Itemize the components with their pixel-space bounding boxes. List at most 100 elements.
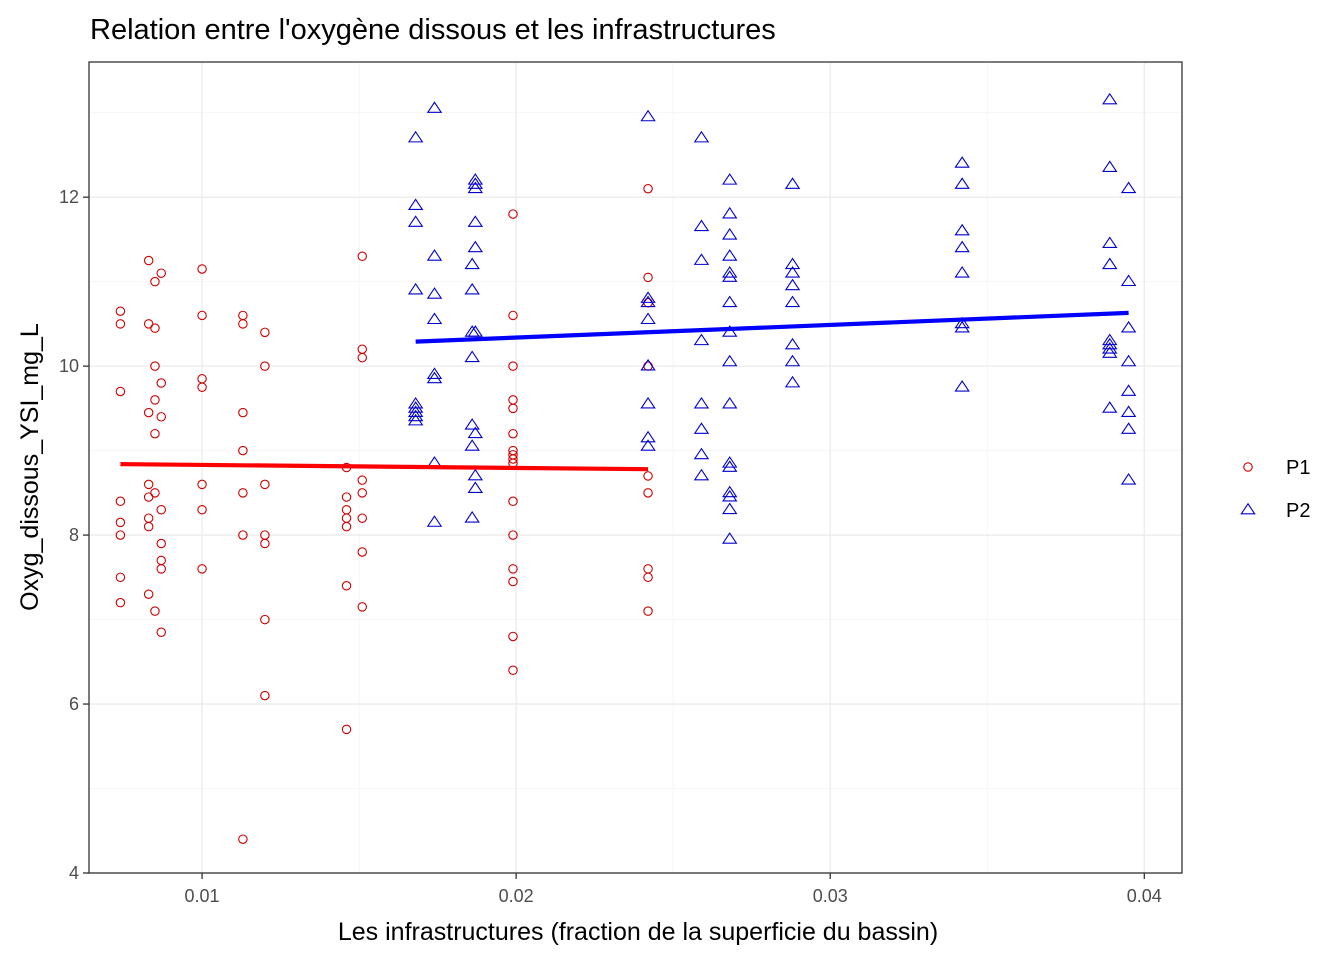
data-point-p2 [784, 266, 801, 278]
data-point-p1 [341, 724, 352, 735]
data-point-p2 [640, 358, 656, 371]
data-point-p2 [954, 240, 970, 253]
data-point-p1 [643, 488, 653, 498]
data-point-p1 [508, 428, 518, 439]
data-point-p1 [643, 564, 653, 574]
data-point-p2 [464, 418, 480, 430]
x-axis: 0.01 0.02 0.03 0.04 [185, 873, 1162, 906]
data-point-p2 [954, 177, 970, 189]
data-point-p2 [1120, 422, 1137, 434]
data-point-p1 [238, 407, 248, 418]
data-point-p1 [643, 572, 653, 583]
x-tick-label: 0.03 [813, 886, 848, 906]
data-point-p1 [643, 606, 653, 616]
data-point-p2 [467, 173, 484, 185]
data-point-p2 [426, 101, 443, 113]
data-point-p2 [954, 320, 970, 333]
legend-label-p2: P2 [1286, 500, 1310, 522]
trend-lines [120, 310, 1129, 472]
data-point-p2 [954, 223, 970, 236]
data-point-p2 [407, 282, 424, 295]
data-point-p1 [115, 597, 126, 608]
data-point-p2 [467, 215, 484, 227]
data-point-p2 [640, 291, 656, 303]
data-point-p1 [115, 572, 126, 583]
data-point-p1 [508, 496, 518, 507]
legend: P1 P2 [1240, 457, 1310, 522]
y-tick-label: 6 [69, 694, 79, 714]
data-point-p2 [1102, 333, 1118, 346]
data-point-p1 [156, 412, 166, 422]
y-tick-label: 12 [59, 187, 79, 207]
data-point-p2 [407, 409, 424, 422]
data-point-p2 [722, 270, 738, 282]
data-point-p2 [467, 468, 484, 481]
data-point-p1 [508, 209, 518, 219]
data-point-p1 [508, 530, 518, 540]
data-point-p1 [150, 361, 160, 371]
y-axis: 4 6 8 10 12 [59, 187, 89, 883]
data-point-p1 [156, 627, 166, 637]
data-point-p2 [407, 130, 424, 143]
data-point-p1 [115, 517, 126, 528]
data-point-p1 [260, 690, 270, 701]
data-point-p1 [357, 251, 367, 262]
data-point-p2 [784, 354, 801, 367]
data-point-p1 [508, 403, 518, 414]
data-point-p2 [954, 380, 970, 392]
data-point-p2 [1102, 346, 1118, 358]
data-point-p1 [260, 327, 270, 338]
data-point-p1 [238, 488, 248, 498]
data-point-p2 [426, 367, 443, 379]
data-point-p1 [197, 264, 207, 274]
data-point-p2 [954, 316, 970, 329]
data-point-p1 [143, 255, 154, 266]
data-point-p2 [464, 439, 480, 451]
data-point-p1 [357, 352, 367, 363]
data-point-p1 [197, 479, 207, 490]
data-point-p1 [197, 310, 207, 321]
data-point-p1 [156, 268, 166, 278]
data-point-p1 [238, 319, 248, 329]
data-point-p2 [467, 240, 484, 253]
data-point-p1 [238, 530, 248, 540]
legend-label-p1: P1 [1286, 457, 1310, 479]
data-point-p2 [426, 371, 443, 384]
data-point-p1 [341, 504, 352, 515]
data-point-p1 [260, 538, 270, 549]
data-point-p1 [357, 488, 367, 498]
data-point-p2 [426, 312, 443, 325]
data-point-p2 [1120, 274, 1137, 287]
data-point-p1 [643, 471, 653, 481]
data-point-p1 [143, 492, 154, 502]
trend-line-p1 [120, 462, 649, 472]
data-point-p2 [1120, 384, 1137, 396]
x-tick-label: 0.04 [1127, 886, 1162, 906]
data-point-p2 [467, 177, 484, 189]
data-point-p1 [115, 386, 126, 397]
data-point-p1 [238, 834, 248, 844]
y-axis-title: Oxyg_dissous_YSI_mg_L [16, 323, 44, 611]
data-point-p2 [640, 312, 656, 325]
data-point-p2 [784, 295, 801, 308]
data-point-p2 [693, 130, 710, 143]
data-point-p2 [722, 489, 738, 502]
data-point-p1 [150, 395, 160, 405]
data-point-p2 [784, 337, 801, 350]
data-point-p2 [1120, 405, 1137, 417]
data-point-p1 [260, 361, 270, 371]
data-point-p2 [722, 295, 738, 308]
data-point-p1 [508, 454, 518, 464]
data-point-p2 [467, 325, 484, 337]
data-point-p1 [341, 581, 352, 591]
data-point-p1 [238, 445, 248, 456]
data-point-p2 [693, 396, 710, 409]
y-tick-label: 4 [69, 863, 79, 883]
data-point-p2 [784, 278, 801, 291]
data-point-p1 [643, 183, 653, 194]
data-point-p1 [115, 496, 126, 507]
data-point-p2 [1102, 401, 1118, 413]
data-point-p2 [722, 456, 738, 468]
legend-key-p2 [1240, 502, 1256, 515]
